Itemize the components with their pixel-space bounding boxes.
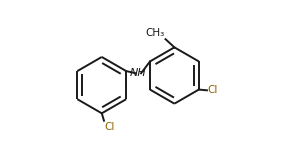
Text: CH₃: CH₃: [146, 28, 165, 38]
Text: NH: NH: [130, 68, 147, 78]
Text: Cl: Cl: [105, 122, 115, 132]
Text: Cl: Cl: [207, 85, 218, 95]
